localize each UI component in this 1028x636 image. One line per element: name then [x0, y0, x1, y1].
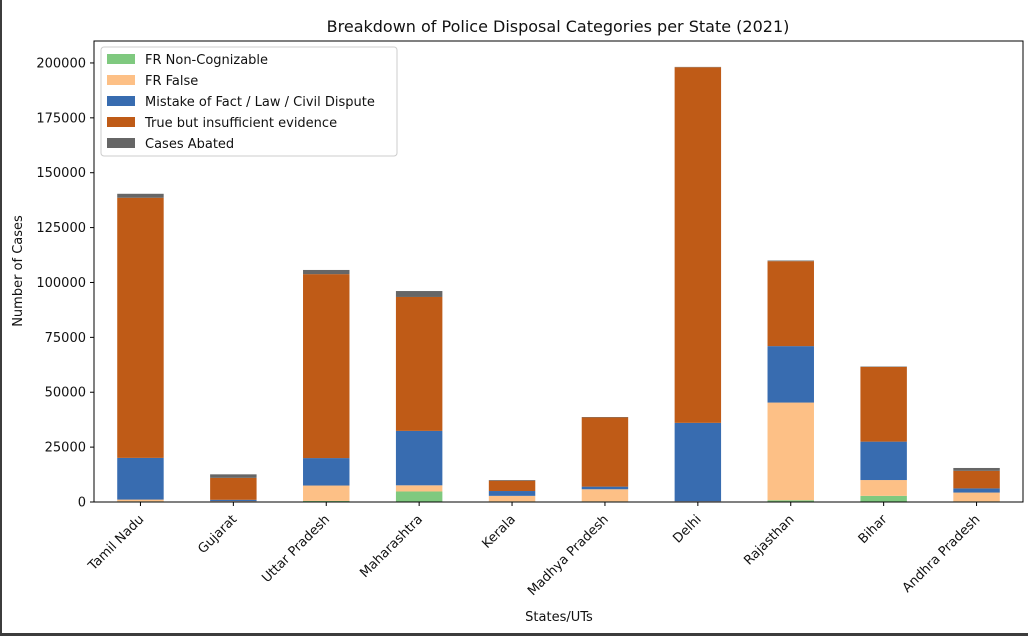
bar-segment [303, 485, 350, 501]
y-tick-label: 50000 [45, 386, 86, 401]
bar-segment [953, 488, 1000, 493]
bar-segment [303, 269, 350, 275]
bar-segment [117, 499, 164, 502]
legend-label: True but insufficient evidence [144, 116, 337, 131]
bar-segment [395, 430, 443, 486]
bar-segment [488, 495, 536, 502]
bar-segment [860, 495, 907, 502]
y-tick-label: 175000 [36, 111, 86, 126]
bar-segment [953, 492, 1000, 502]
legend-swatch [107, 75, 135, 85]
legend-swatch [107, 138, 135, 148]
legend-swatch [107, 96, 135, 106]
legend-swatch [107, 54, 135, 64]
x-tick-label: Andhra Pradesh [900, 512, 984, 596]
legend: FR Non-Cognizable FR False Mistake of Fact… [100, 46, 398, 157]
bar-segment [581, 486, 629, 490]
bar-segment [953, 470, 1000, 489]
bars-group [117, 66, 1000, 502]
x-tick-label: Delhi [670, 512, 704, 546]
bar-segment [953, 467, 1000, 471]
bar-segment [767, 402, 814, 501]
bar-segment [674, 67, 722, 423]
bar-segment [860, 441, 907, 481]
bar-segment [210, 477, 257, 500]
bar-segment [860, 480, 907, 496]
y-tick-label: 125000 [36, 221, 86, 236]
bar-segment [210, 501, 257, 502]
bar-segment [860, 366, 907, 442]
y-tick-label: 0 [78, 496, 86, 511]
legend-label: FR Non-Cognizable [145, 53, 268, 68]
legend-swatch [107, 117, 135, 127]
bar-segment [210, 474, 257, 478]
bar-segment [488, 480, 536, 492]
legend-label: Mistake of Fact / Law / Civil Dispute [145, 95, 375, 110]
bar-segment [767, 261, 814, 347]
y-tick-label: 100000 [36, 276, 86, 291]
bar-segment [488, 480, 536, 481]
x-axis-ticks: Tamil Nadu Gujarat Uttar Pradesh Maharashtr… [85, 502, 983, 599]
x-tick-label: Gujarat [195, 512, 240, 557]
bar-segment [303, 274, 350, 459]
bar-segment [117, 193, 164, 198]
bar-segment [674, 422, 722, 502]
bar-segment [488, 491, 536, 496]
bar-segment [395, 296, 443, 431]
bar-segment [210, 499, 257, 502]
chart-title: Breakdown of Police Disposal Categories … [327, 17, 790, 36]
x-axis-label: States/UTs [525, 610, 593, 625]
bar-segment [117, 457, 164, 500]
bar-segment [581, 489, 629, 502]
bar-segment [117, 197, 164, 458]
legend-label: Cases Abated [145, 137, 234, 152]
axes-frame [93, 40, 1024, 503]
bar-segment [581, 417, 629, 487]
legend-label: FR False [145, 74, 198, 89]
y-tick-label: 25000 [45, 441, 86, 456]
y-tick-label: 200000 [36, 56, 86, 71]
bar-segment [395, 485, 443, 492]
y-axis-label: Number of Cases [11, 215, 26, 327]
bar-segment [767, 346, 814, 403]
x-tick-label: Kerala [479, 512, 518, 551]
bar-segment [767, 500, 814, 502]
bar-segment [767, 260, 814, 262]
y-tick-label: 150000 [36, 166, 86, 181]
bar-segment [303, 458, 350, 486]
legend-box [100, 46, 398, 157]
x-tick-label: Uttar Pradesh [259, 512, 333, 586]
x-tick-label: Madhya Pradesh [525, 512, 612, 599]
x-tick-label: Rajasthan [741, 512, 797, 568]
y-axis-ticks: 0 25000 50000 75000 100000 125000 150000 175000… [36, 56, 94, 511]
x-tick-label: Maharashtra [357, 512, 426, 581]
y-tick-label: 75000 [45, 331, 86, 346]
bar-segment [303, 500, 350, 502]
bar-segment [395, 491, 443, 502]
x-tick-label: Tamil Nadu [85, 512, 147, 574]
bar-segment [395, 291, 443, 297]
x-tick-label: Bihar [856, 512, 891, 547]
